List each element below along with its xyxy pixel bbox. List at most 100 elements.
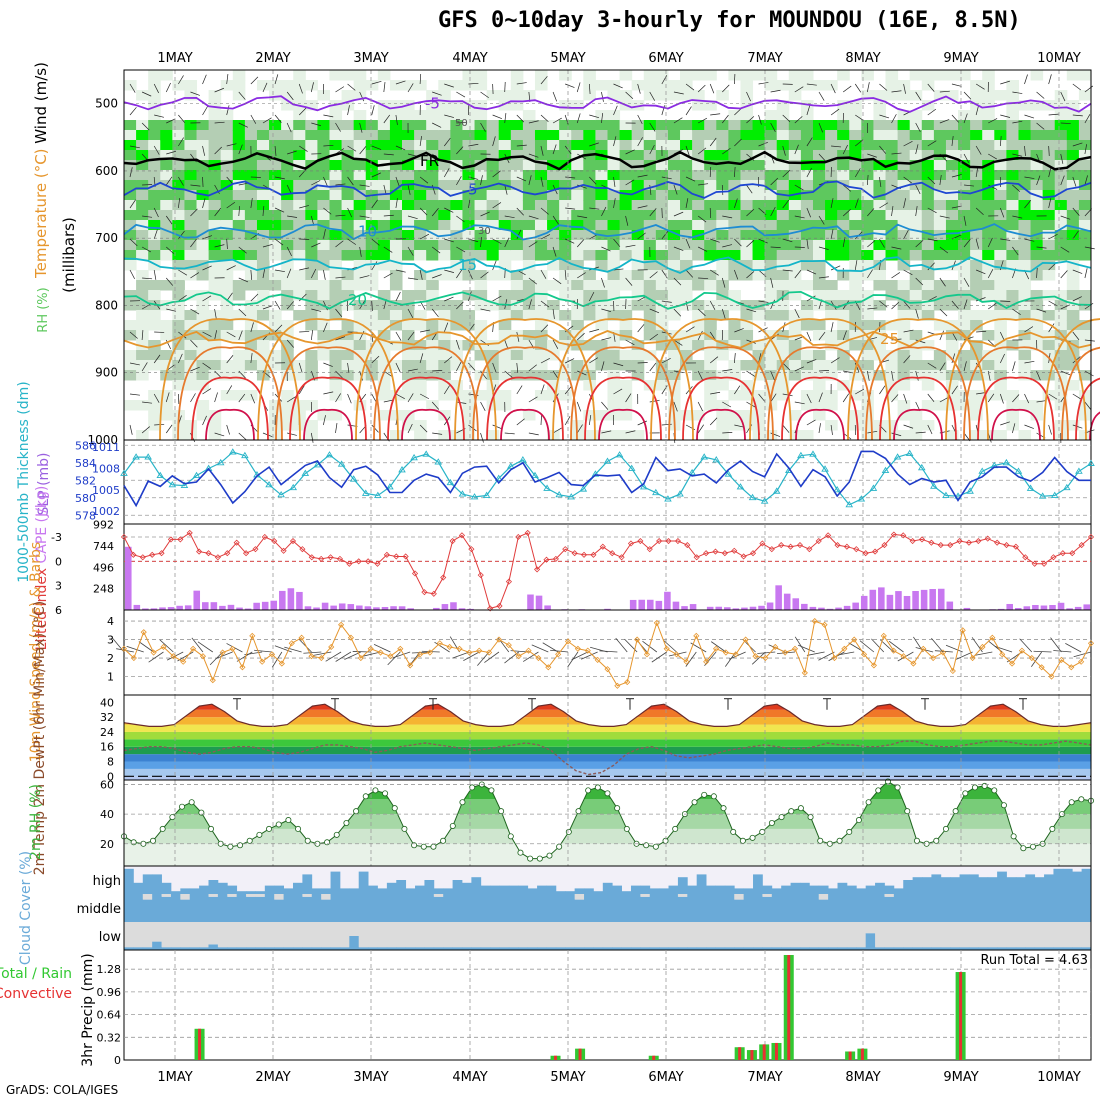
cloud-cell	[1053, 868, 1064, 894]
rh-cell	[136, 150, 149, 161]
rh-cell	[945, 150, 959, 161]
cloud-cell	[180, 947, 191, 950]
wind-barb	[697, 330, 703, 341]
boundary-layer-contour	[486, 376, 564, 441]
cloud-cell	[1034, 947, 1045, 950]
rh-cell	[498, 250, 512, 261]
wind-barb	[903, 141, 913, 147]
rh-cell	[643, 70, 657, 81]
rh-cell	[1078, 390, 1092, 401]
rh-cell	[825, 190, 838, 201]
rh-cell	[728, 300, 741, 311]
rh-cell	[402, 160, 415, 171]
rh-cell	[861, 370, 874, 381]
rh-cell	[643, 260, 657, 271]
cloud-cell	[424, 880, 435, 894]
cloud-cell	[264, 947, 275, 950]
rh-cell	[341, 130, 355, 141]
cloud-gap	[480, 922, 491, 948]
wind-barb	[492, 238, 502, 245]
cloud-gap	[152, 922, 162, 942]
lifted-marker	[1040, 560, 1048, 567]
rh-cell	[667, 310, 681, 321]
rh-cell	[317, 260, 330, 271]
rh-cell	[897, 290, 911, 301]
cloud-gap	[246, 894, 256, 897]
rh-marker	[739, 837, 746, 844]
cloud-cell	[912, 947, 923, 950]
rh-cell	[945, 190, 959, 201]
wind-barb	[915, 240, 924, 248]
slp-tick: 1002	[92, 505, 120, 518]
wind-barb	[685, 326, 695, 333]
rh-marker	[807, 814, 814, 821]
wind-barb	[770, 299, 775, 310]
rh-cell	[776, 350, 790, 361]
cloud-gap	[321, 894, 331, 900]
rh-cell	[800, 130, 814, 141]
cloud-gap	[799, 922, 810, 948]
rh-cell	[776, 170, 790, 181]
rh-cell	[740, 130, 754, 141]
rh-cell	[945, 430, 959, 441]
wind-marker	[673, 651, 680, 658]
rh-cell	[1078, 200, 1092, 211]
cloud-cell	[630, 885, 641, 894]
cloud-gap	[790, 922, 801, 948]
rh-cell	[873, 130, 887, 141]
cloud-cell	[696, 874, 707, 894]
rh-cell	[1078, 130, 1092, 141]
rh-cell	[776, 80, 790, 91]
rh-cell	[353, 110, 367, 121]
rh-cell	[184, 130, 198, 141]
rh-cell	[389, 410, 403, 421]
rh-cell	[994, 240, 1007, 251]
wind-barb	[806, 137, 813, 147]
wind-marker	[397, 645, 404, 652]
rh-cell	[885, 190, 899, 201]
rh-cell	[172, 180, 185, 191]
rh-cell	[232, 250, 246, 261]
rh-cell	[402, 170, 415, 181]
rh-cell	[788, 250, 802, 261]
rh-cell	[933, 290, 947, 301]
cape-bar	[604, 608, 611, 610]
rh-cell	[281, 250, 294, 261]
wind-barb	[963, 91, 972, 100]
cloud-row-label: middle	[77, 902, 121, 917]
rh-cell	[486, 430, 500, 441]
rh-cell	[377, 310, 391, 321]
rh-cell	[583, 140, 596, 151]
cloud-gap	[753, 922, 763, 948]
y-axis-label-part: SLP (mb)	[36, 452, 52, 515]
rh-cell	[812, 360, 826, 371]
wind-barb	[746, 208, 755, 217]
rh-cell	[269, 240, 282, 251]
lifted-marker	[336, 555, 343, 562]
rh-cell	[583, 190, 596, 201]
rh-cell	[1030, 290, 1044, 301]
wind-barb	[903, 269, 913, 276]
rh-cell	[921, 280, 935, 291]
rh-cell	[825, 280, 838, 291]
cloud-cell	[630, 947, 641, 950]
slp-tick: 1011	[92, 441, 120, 454]
wind-marker	[624, 678, 631, 686]
rh-cell	[812, 160, 826, 171]
wind-barb	[1024, 114, 1035, 119]
boundary-layer-contour	[177, 346, 283, 441]
rh-cell	[945, 160, 959, 171]
slp-marker	[482, 491, 491, 498]
cloud-gap	[649, 922, 660, 948]
pressure-tick: 700	[95, 231, 118, 245]
wind-barb	[153, 393, 160, 403]
wind-barb	[444, 296, 454, 302]
wind-barb	[613, 268, 624, 271]
wind-barb	[540, 176, 544, 187]
cloud-cell	[321, 888, 331, 894]
wind-barb	[480, 122, 486, 132]
rh-cell	[305, 260, 318, 271]
rh-cell	[426, 340, 439, 351]
rh-cell	[1006, 250, 1019, 261]
rh-cell	[1054, 140, 1068, 151]
